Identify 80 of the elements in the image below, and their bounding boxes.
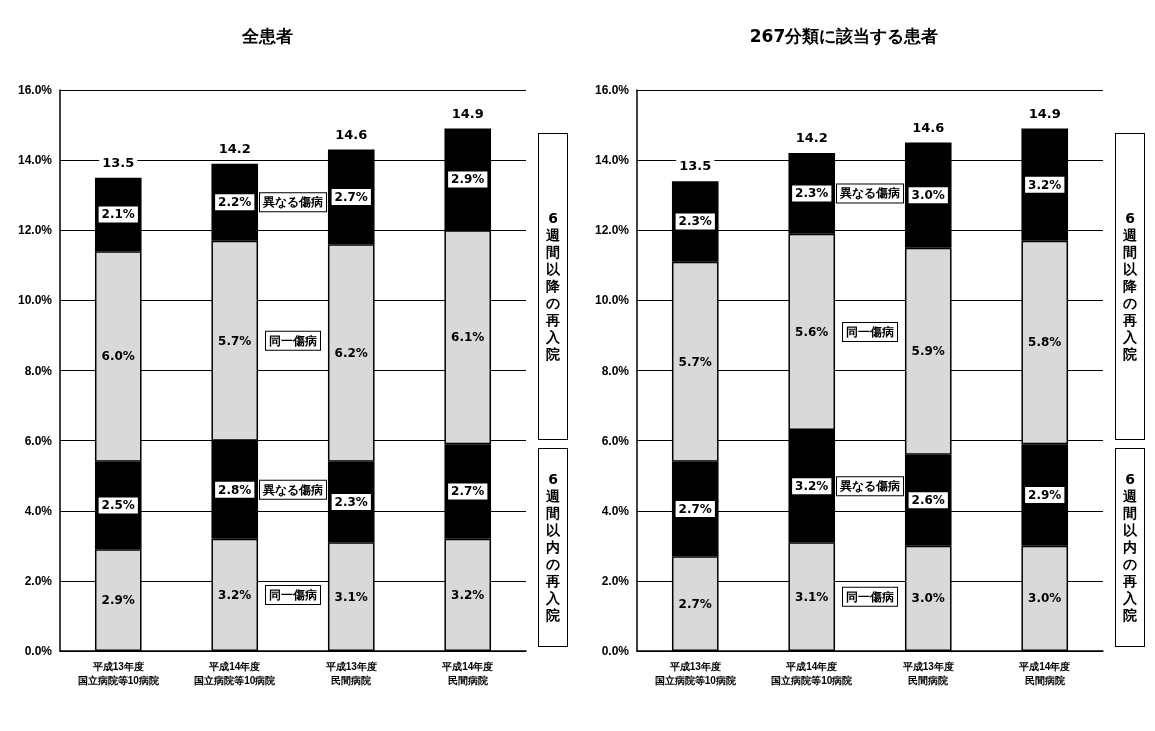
- annotation: 13.5: [102, 154, 135, 170]
- data-label: 3.2%: [451, 587, 485, 602]
- data-label: 5.7%: [218, 333, 252, 348]
- y-tick-label: 14.0%: [17, 153, 53, 168]
- data-label: 3.2%: [795, 479, 829, 494]
- data-label: 6.1%: [451, 330, 485, 345]
- data-label: 2.3%: [334, 494, 368, 509]
- data-label: 6.2%: [334, 345, 368, 360]
- series-label: 異なる傷病: [262, 195, 323, 210]
- series-label: 同一傷病: [846, 589, 894, 604]
- data-label: 3.0%: [911, 591, 945, 606]
- series-label: 同一傷病: [269, 587, 317, 602]
- data-label: 2.7%: [678, 596, 712, 611]
- data-label: 2.7%: [334, 189, 368, 204]
- series-label: 同一傷病: [846, 324, 894, 339]
- y-tick-label: 8.0%: [24, 363, 53, 378]
- chart-title: 全患者: [240, 25, 293, 46]
- x-tick-label: 平成13年度民間病院: [324, 660, 377, 686]
- data-label: 5.9%: [911, 344, 945, 359]
- series-label: 同一傷病: [269, 333, 317, 348]
- data-label: 2.9%: [451, 172, 485, 187]
- data-label: 2.5%: [101, 498, 135, 513]
- data-label: 3.1%: [334, 589, 368, 604]
- y-tick-label: 6.0%: [601, 433, 630, 448]
- y-tick-label: 10.0%: [594, 293, 630, 308]
- y-tick-label: 16.0%: [17, 83, 53, 97]
- data-label: 5.8%: [1028, 335, 1062, 350]
- annotation: 14.6: [912, 119, 945, 135]
- y-tick-label: 0.0%: [24, 644, 53, 658]
- text: 6週間以内の再入院: [1123, 471, 1137, 624]
- data-label: 3.2%: [218, 587, 252, 602]
- text: 6週間以内の再入院: [546, 471, 560, 624]
- annotation: 13.5: [679, 158, 712, 174]
- x-tick-label: 平成14年度民間病院: [1018, 660, 1071, 686]
- series-label: 異なる傷病: [839, 479, 900, 494]
- y-tick-label: 4.0%: [24, 503, 53, 518]
- data-label: 2.9%: [1028, 487, 1062, 502]
- y-tick-label: 14.0%: [594, 153, 630, 168]
- x-tick-label: 平成14年度国立病院等10病院: [771, 660, 853, 686]
- data-label: 2.9%: [101, 593, 135, 608]
- data-label: 5.6%: [795, 324, 829, 339]
- data-label: 3.0%: [1028, 591, 1062, 606]
- annotation: 14.2: [795, 130, 828, 146]
- text: 6週間以降の再入院: [546, 209, 560, 362]
- series-label: 異なる傷病: [839, 186, 900, 201]
- x-tick-label: 平成13年度国立病院等10病院: [654, 660, 736, 686]
- y-tick-label: 8.0%: [601, 363, 630, 378]
- annotation: 14.2: [218, 140, 251, 156]
- y-tick-label: 4.0%: [601, 503, 630, 518]
- y-tick-label: 10.0%: [17, 293, 53, 308]
- data-label: 2.2%: [218, 195, 252, 210]
- data-label: 6.0%: [101, 349, 135, 364]
- data-label: 2.1%: [101, 207, 135, 222]
- data-label: 2.3%: [678, 214, 712, 229]
- annotation: 14.9: [1028, 105, 1061, 121]
- chart-title: 267分類に該当する患者: [749, 25, 939, 46]
- series-label: 異なる傷病: [262, 482, 323, 497]
- y-tick-label: 6.0%: [24, 433, 53, 448]
- x-tick-label: 平成13年度民間病院: [901, 660, 954, 686]
- data-label: 2.8%: [218, 482, 252, 497]
- text: 6週間以降の再入院: [1123, 209, 1137, 362]
- y-tick-label: 2.0%: [24, 573, 53, 588]
- x-tick-label: 平成13年度国立病院等10病院: [77, 660, 159, 686]
- y-tick-label: 12.0%: [594, 223, 630, 238]
- data-label: 3.2%: [1028, 177, 1062, 192]
- data-label: 3.1%: [795, 589, 829, 604]
- x-tick-label: 平成14年度民間病院: [441, 660, 494, 686]
- y-tick-label: 16.0%: [594, 83, 630, 97]
- y-tick-label: 2.0%: [601, 573, 630, 588]
- x-tick-label: 平成14年度国立病院等10病院: [194, 660, 276, 686]
- data-label: 2.3%: [795, 186, 829, 201]
- y-tick-label: 0.0%: [601, 644, 630, 658]
- data-label: 2.7%: [678, 502, 712, 516]
- data-label: 2.6%: [911, 493, 945, 508]
- data-label: 2.7%: [451, 484, 485, 499]
- annotation: 14.9: [451, 105, 484, 121]
- data-label: 5.7%: [678, 354, 712, 369]
- y-tick-label: 12.0%: [17, 223, 53, 238]
- data-label: 3.0%: [911, 188, 945, 203]
- annotation: 14.6: [335, 126, 368, 142]
